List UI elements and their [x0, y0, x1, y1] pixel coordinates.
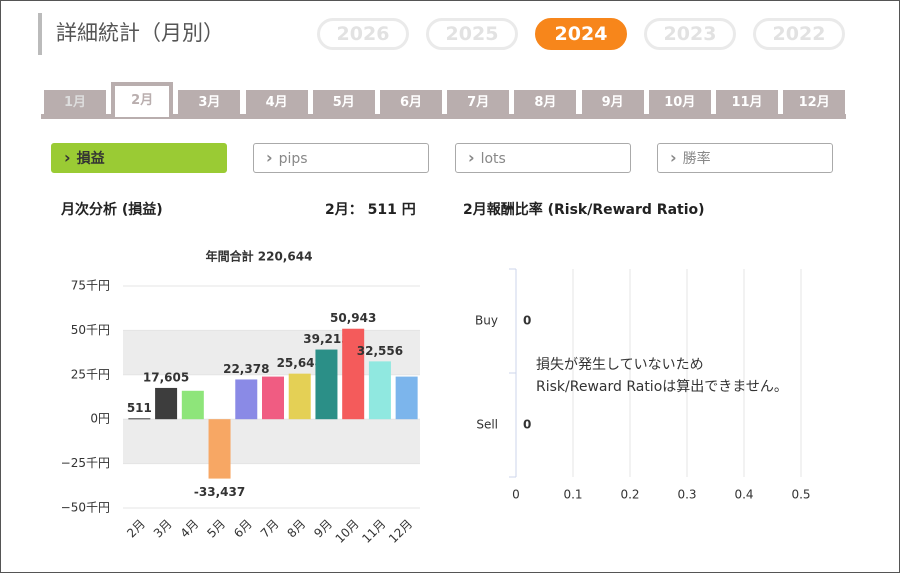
month-tab[interactable]: 3月 [178, 90, 241, 115]
x-tick-label: 11月 [359, 517, 388, 546]
y-tick-label: 50千円 [71, 323, 110, 337]
bar [315, 349, 338, 420]
x-tick-label: 4月 [178, 517, 202, 541]
value-label: 32,556 [357, 344, 403, 358]
bar [368, 361, 391, 420]
month-tab[interactable]: 5月 [312, 90, 375, 115]
value-label: 25,648 [277, 356, 323, 370]
year-tab[interactable]: 2022 [753, 18, 845, 50]
month-tab[interactable]: 1月 [44, 90, 106, 115]
x-tick-label: 2月 [124, 517, 148, 541]
message-line: 損失が発生していないため [536, 357, 704, 373]
filter-button[interactable]: lots [455, 143, 631, 173]
value-label: 50,943 [330, 311, 376, 325]
x-tick-label: 5月 [204, 517, 228, 541]
y-tick-label: −50千円 [61, 501, 110, 515]
x-tick-label: 0.4 [734, 488, 753, 502]
message: 損失が発生していないため Risk/Reward Ratioは算出できません。 [536, 354, 788, 398]
month-tab[interactable]: 8月 [514, 90, 577, 115]
month-tab[interactable]: 10月 [648, 90, 711, 115]
chart-title: 年間合計 220,644 [206, 249, 313, 264]
y-tick-label: −25千円 [61, 456, 110, 470]
year-tab[interactable]: 2023 [644, 18, 736, 50]
value-label: 39,213 [303, 332, 349, 346]
panel-title: 月次分析 (損益) [61, 202, 163, 218]
year-tab[interactable]: 2026 [317, 18, 409, 50]
x-tick-label: 0.2 [620, 488, 639, 502]
x-tick-label: 0.3 [677, 488, 696, 502]
bar [395, 376, 418, 420]
month-tab[interactable]: 11月 [716, 90, 778, 115]
x-tick-label: 6月 [231, 517, 255, 541]
month-tab[interactable]: 12月 [783, 90, 846, 115]
x-tick-label: 9月 [311, 517, 335, 541]
page-title: 詳細統計（月別） [38, 13, 224, 55]
month-tab[interactable]: 4月 [245, 90, 308, 115]
y-tick-label: 25千円 [71, 367, 110, 381]
bar [288, 373, 311, 420]
x-tick-label: 3月 [151, 517, 175, 541]
x-tick-label: 0.1 [563, 488, 582, 502]
x-tick-label: 0 [512, 488, 520, 502]
x-tick-label: 7月 [258, 517, 282, 541]
filter-button[interactable]: 勝率 [657, 143, 833, 173]
month-tab[interactable]: 6月 [380, 90, 442, 115]
x-tick-label: 0.5 [791, 488, 810, 502]
value-label: 0 [523, 418, 531, 432]
filter-button[interactable]: pips [253, 143, 429, 173]
month-tab[interactable]: 7月 [447, 90, 510, 115]
month-tab[interactable]: 2月 [111, 82, 174, 117]
y-tick-label: Sell [476, 418, 498, 432]
bar [235, 379, 258, 420]
bar [342, 328, 365, 420]
y-tick-label: 0円 [90, 412, 110, 426]
panel-title: 2月報酬比率 (Risk/Reward Ratio) [463, 202, 705, 218]
y-tick-label: 75千円 [71, 279, 110, 293]
bar [155, 387, 178, 420]
bar [181, 390, 204, 420]
value-label: 22,378 [223, 362, 269, 376]
year-tab[interactable]: 2024 [535, 18, 627, 50]
value-label: 511 [127, 401, 152, 415]
filter-button[interactable]: 損益 [51, 143, 227, 173]
value-label: 0 [523, 314, 531, 328]
summary: 2月： 511 円 [325, 202, 416, 218]
bar [208, 419, 231, 479]
value-label: 17,605 [143, 370, 189, 384]
message-line: Risk/Reward Ratioは算出できません。 [536, 379, 788, 395]
year-tab[interactable]: 2025 [426, 18, 518, 50]
x-tick-label: 10月 [333, 517, 362, 546]
y-tick-label: Buy [475, 314, 498, 328]
x-tick-label: 8月 [285, 517, 309, 541]
month-tab[interactable]: 9月 [581, 90, 644, 115]
bar [128, 418, 151, 420]
grid-band [123, 419, 420, 464]
x-tick-label: 12月 [386, 517, 415, 546]
value-label: -33,437 [194, 485, 245, 499]
bar [262, 376, 284, 420]
tab-stripe [41, 114, 846, 119]
